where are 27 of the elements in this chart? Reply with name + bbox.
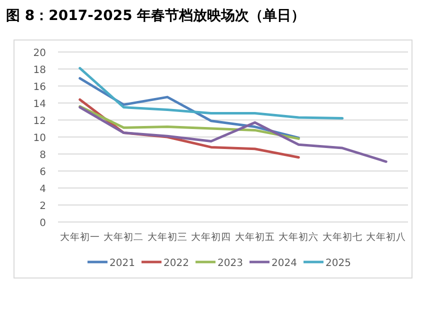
y-tick-label: 14 (33, 99, 46, 110)
x-tick-label: 大年初一 (60, 231, 100, 243)
x-tick-label: 大年初二 (104, 231, 144, 243)
legend-label: 2023 (218, 258, 243, 269)
legend-label: 2024 (272, 258, 297, 269)
x-tick-label: 大年初八 (366, 231, 406, 243)
y-tick-label: 6 (40, 167, 46, 178)
legend-label: 2022 (164, 258, 189, 269)
line-series (78, 66, 344, 120)
y-tick-label: 0 (40, 218, 46, 229)
x-tick-label: 大年初五 (234, 231, 275, 243)
legend-label: 2025 (326, 258, 351, 269)
y-tick-label: 10 (33, 133, 46, 144)
y-tick-label: 4 (40, 184, 46, 195)
x-tick-label: 大年初六 (278, 231, 319, 243)
y-tick-label: 8 (40, 150, 46, 161)
x-tick-label: 大年初七 (322, 231, 362, 243)
chart-title: 图 8：2017-2025 年春节档放映场次（单日） (6, 8, 306, 24)
y-tick-label: 2 (40, 201, 46, 212)
y-tick-label: 12 (33, 116, 46, 127)
legend-label: 2021 (110, 258, 135, 269)
y-tick-label: 16 (33, 82, 46, 93)
line-series (78, 106, 388, 163)
y-tick-label: 18 (33, 65, 46, 76)
x-tick-label: 大年初四 (191, 231, 232, 243)
y-tick-label: 20 (33, 48, 46, 59)
x-tick-label: 大年初三 (147, 231, 188, 243)
